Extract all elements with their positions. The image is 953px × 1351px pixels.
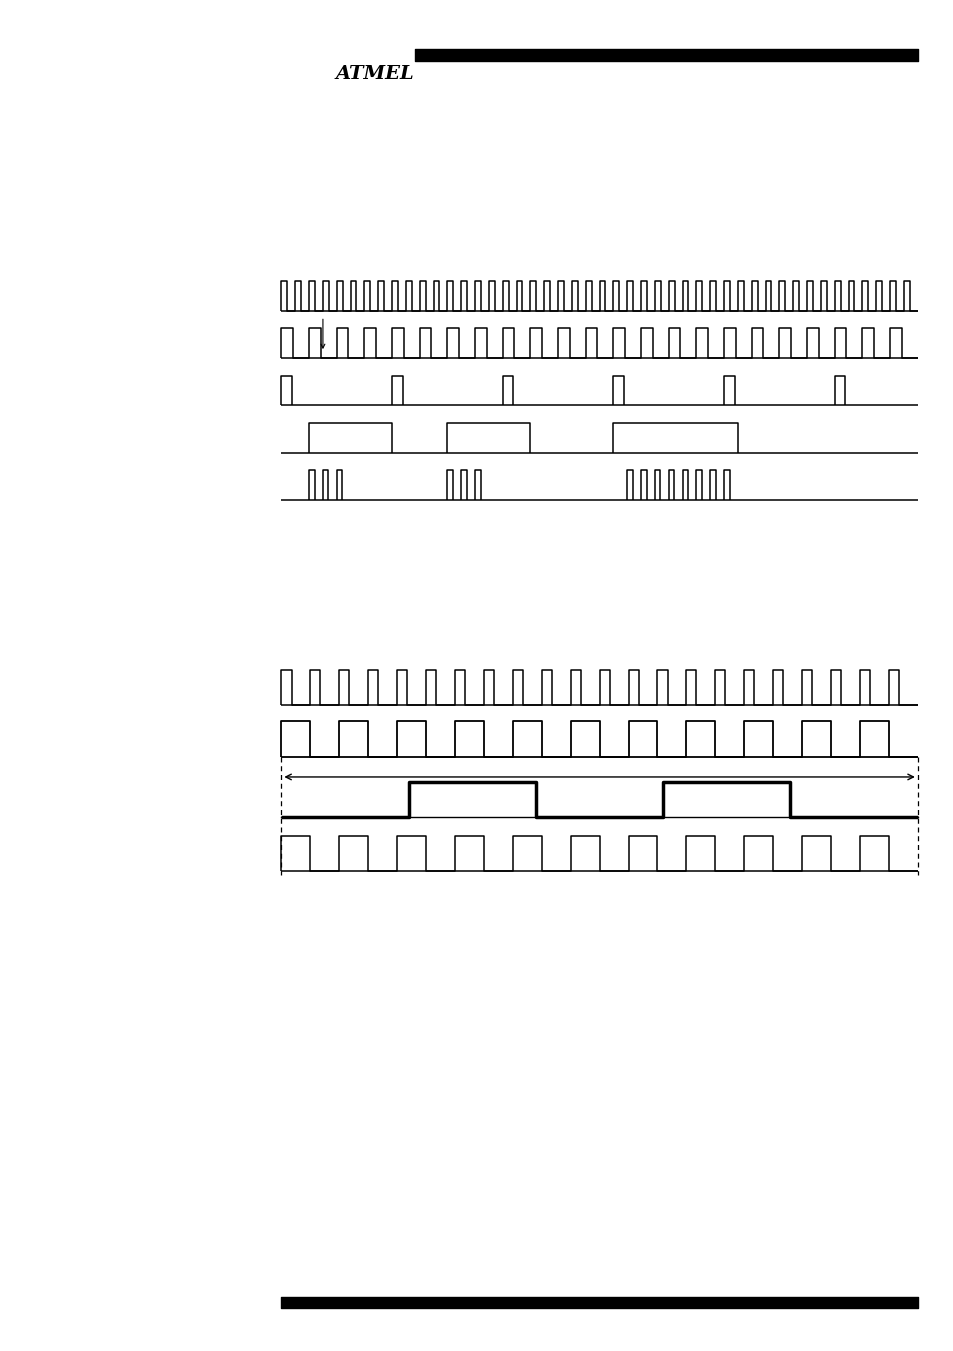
Text: ATMEL: ATMEL bbox=[335, 65, 414, 84]
